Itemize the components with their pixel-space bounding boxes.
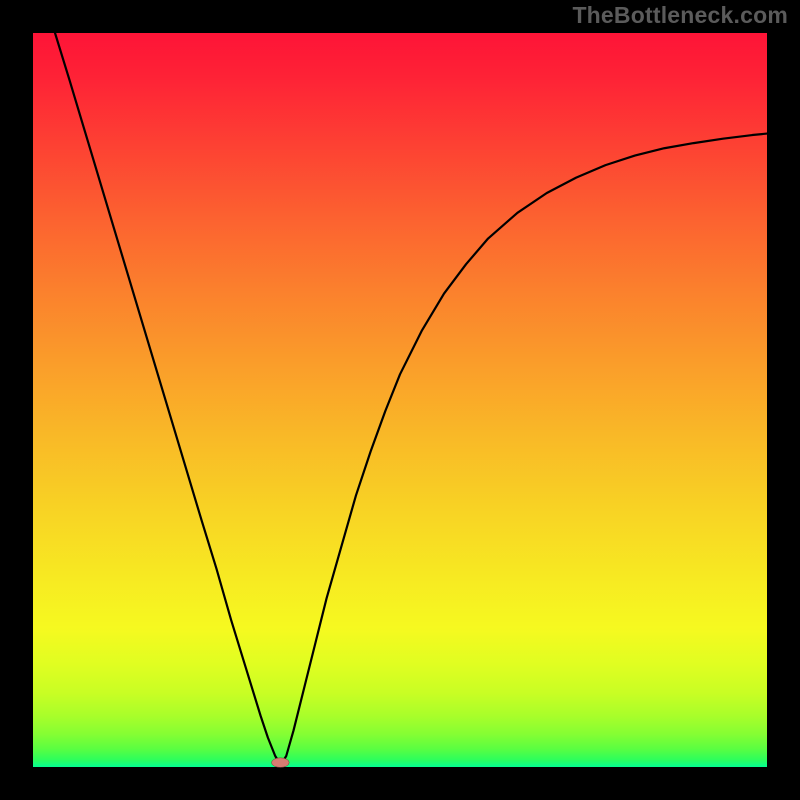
chart-svg (0, 0, 800, 800)
optimal-point-marker (272, 758, 290, 768)
bottleneck-chart: TheBottleneck.com (0, 0, 800, 800)
watermark-text: TheBottleneck.com (572, 2, 788, 29)
gradient-plot-area (33, 33, 767, 767)
